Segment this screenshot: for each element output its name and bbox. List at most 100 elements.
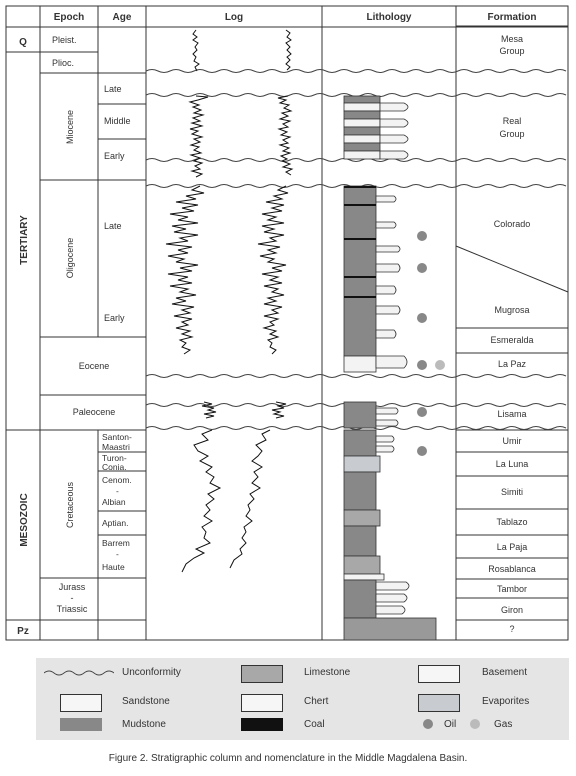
figure-caption: Figure 2. Stratigraphic column and nomen… — [108, 753, 468, 764]
header-log: Log — [225, 12, 243, 23]
header-age: Age — [113, 12, 132, 23]
age-oligocene-early: Early — [104, 313, 125, 323]
age-maastri: Maastri — [102, 442, 130, 452]
legend-evaporites-label: Evaporites — [482, 696, 530, 707]
legend-gas-label: Gas — [494, 719, 513, 730]
epoch-miocene: Miocene — [65, 110, 75, 144]
legend-limestone-label: Limestone — [304, 667, 351, 678]
epoch-pleist: Pleist. — [52, 35, 77, 45]
epoch-oligocene: Oligocene — [65, 238, 75, 279]
header-epoch: Epoch — [54, 12, 85, 23]
era-q: Q — [19, 37, 27, 48]
formation-tambor: Tambor — [497, 584, 527, 594]
formation-umir: Umir — [503, 436, 522, 446]
formation-simiti: Simiti — [501, 487, 523, 497]
oil-show-4 — [417, 360, 427, 370]
formation-giron: Giron — [501, 605, 523, 615]
legend-coal-label: Coal — [304, 719, 325, 730]
legend-sandstone-swatch — [60, 694, 102, 712]
age-barrem-dash: - — [116, 549, 119, 559]
hydrocarbon-shows — [417, 231, 445, 456]
legend: Unconformity Limestone Basement Sandston… — [36, 658, 569, 740]
era-tertiary: TERTIARY — [19, 215, 30, 265]
table-frame — [5, 5, 569, 641]
log-curve-right-miocene — [277, 95, 294, 176]
log-curves — [165, 29, 294, 573]
formation-real-2: Group — [499, 129, 524, 139]
log-curve-right-top — [285, 29, 292, 71]
epoch-paleocene: Paleocene — [73, 407, 116, 417]
lithology-blocks — [343, 95, 437, 641]
oil-show-2 — [417, 263, 427, 273]
legend-gas-dot — [470, 719, 480, 729]
unconformity-eocene-base — [145, 374, 567, 378]
legend-mudstone-label: Mudstone — [122, 719, 166, 730]
epoch-dash: - — [71, 593, 74, 603]
formation-colorado: Colorado — [494, 219, 531, 229]
legend-oil-label: Oil — [444, 719, 457, 730]
legend-limestone-swatch — [241, 665, 283, 683]
gas-show-1 — [435, 360, 445, 370]
legend-sandstone-label: Sandstone — [122, 696, 170, 707]
unconformity-paleocene-base — [145, 426, 567, 430]
unconformity-plioc-base — [145, 69, 567, 73]
formation-lapaja: La Paja — [497, 542, 528, 552]
formation-lapaz: La Paz — [498, 359, 527, 369]
age-oligocene-late: Late — [104, 221, 122, 231]
era-pz: Pz — [17, 626, 29, 637]
epoch-triassic: Triassic — [57, 604, 88, 614]
era-mesozoic: MESOZOIC — [19, 493, 30, 546]
header-lithology: Lithology — [367, 12, 412, 23]
log-curve-right-paleocene — [271, 401, 287, 419]
age-haute: Haute — [102, 562, 125, 572]
age-albian: Albian — [102, 497, 126, 507]
formation-mesa-1: Mesa — [501, 34, 523, 44]
unconformity-miocene-base — [145, 158, 567, 162]
log-curve-right-mesozoic — [229, 429, 271, 569]
formation-mugrosa: Mugrosa — [494, 305, 529, 315]
formation-lisama: Lisama — [497, 409, 526, 419]
age-cenom-dash: - — [116, 486, 119, 496]
column-lines — [39, 6, 457, 640]
formation-real-1: Real — [503, 116, 522, 126]
epoch-eocene: Eocene — [79, 361, 110, 371]
log-curve-left-oligocene — [165, 185, 205, 355]
log-curve-left-mesozoic — [181, 429, 222, 573]
oil-show-5 — [417, 407, 427, 417]
legend-basement-label: Basement — [482, 667, 528, 678]
formation-esmeralda: Esmeralda — [490, 335, 533, 345]
age-miocene-early: Early — [104, 151, 125, 161]
epoch-cretaceous: Cretaceous — [65, 481, 75, 528]
log-curve-left-top — [192, 29, 200, 72]
legend-oil-dot — [423, 719, 433, 729]
age-cenom: Cenom. — [102, 475, 132, 485]
oil-show-3 — [417, 313, 427, 323]
formation-rosablanca: Rosablanca — [488, 564, 536, 574]
formation-unknown: ? — [509, 624, 514, 634]
log-curve-left-paleocene — [201, 401, 217, 419]
age-aptian: Aptian. — [102, 518, 128, 528]
epoch-jurass: Jurass — [59, 582, 86, 592]
age-conia: Conia. — [102, 462, 127, 472]
legend-mudstone-swatch — [60, 718, 102, 731]
formation-tablazo: Tablazo — [496, 517, 527, 527]
formation-mesa-2: Group — [499, 46, 524, 56]
age-santon: Santon- — [102, 432, 132, 442]
legend-unconformity-label: Unconformity — [122, 667, 181, 678]
coal-seams — [344, 186, 376, 298]
oil-show-1 — [417, 231, 427, 241]
oil-show-6 — [417, 446, 427, 456]
log-curve-right-oligocene — [257, 185, 289, 355]
epoch-plioc: Plioc. — [52, 58, 74, 68]
age-miocene-middle: Middle — [104, 116, 131, 126]
formation-laluna: La Luna — [496, 459, 529, 469]
legend-evaporites-swatch — [418, 694, 460, 712]
stratigraphic-column: Epoch Age Log Lithology Formation Q TERT… — [5, 5, 569, 641]
age-turon: Turon- — [102, 453, 127, 463]
legend-coal-swatch — [241, 718, 283, 731]
header-formation: Formation — [488, 12, 537, 23]
legend-basement-swatch — [418, 665, 460, 683]
legend-unconformity-icon — [44, 670, 114, 676]
sandstone-tongues — [375, 102, 410, 615]
legend-chert-label: Chert — [304, 696, 329, 707]
